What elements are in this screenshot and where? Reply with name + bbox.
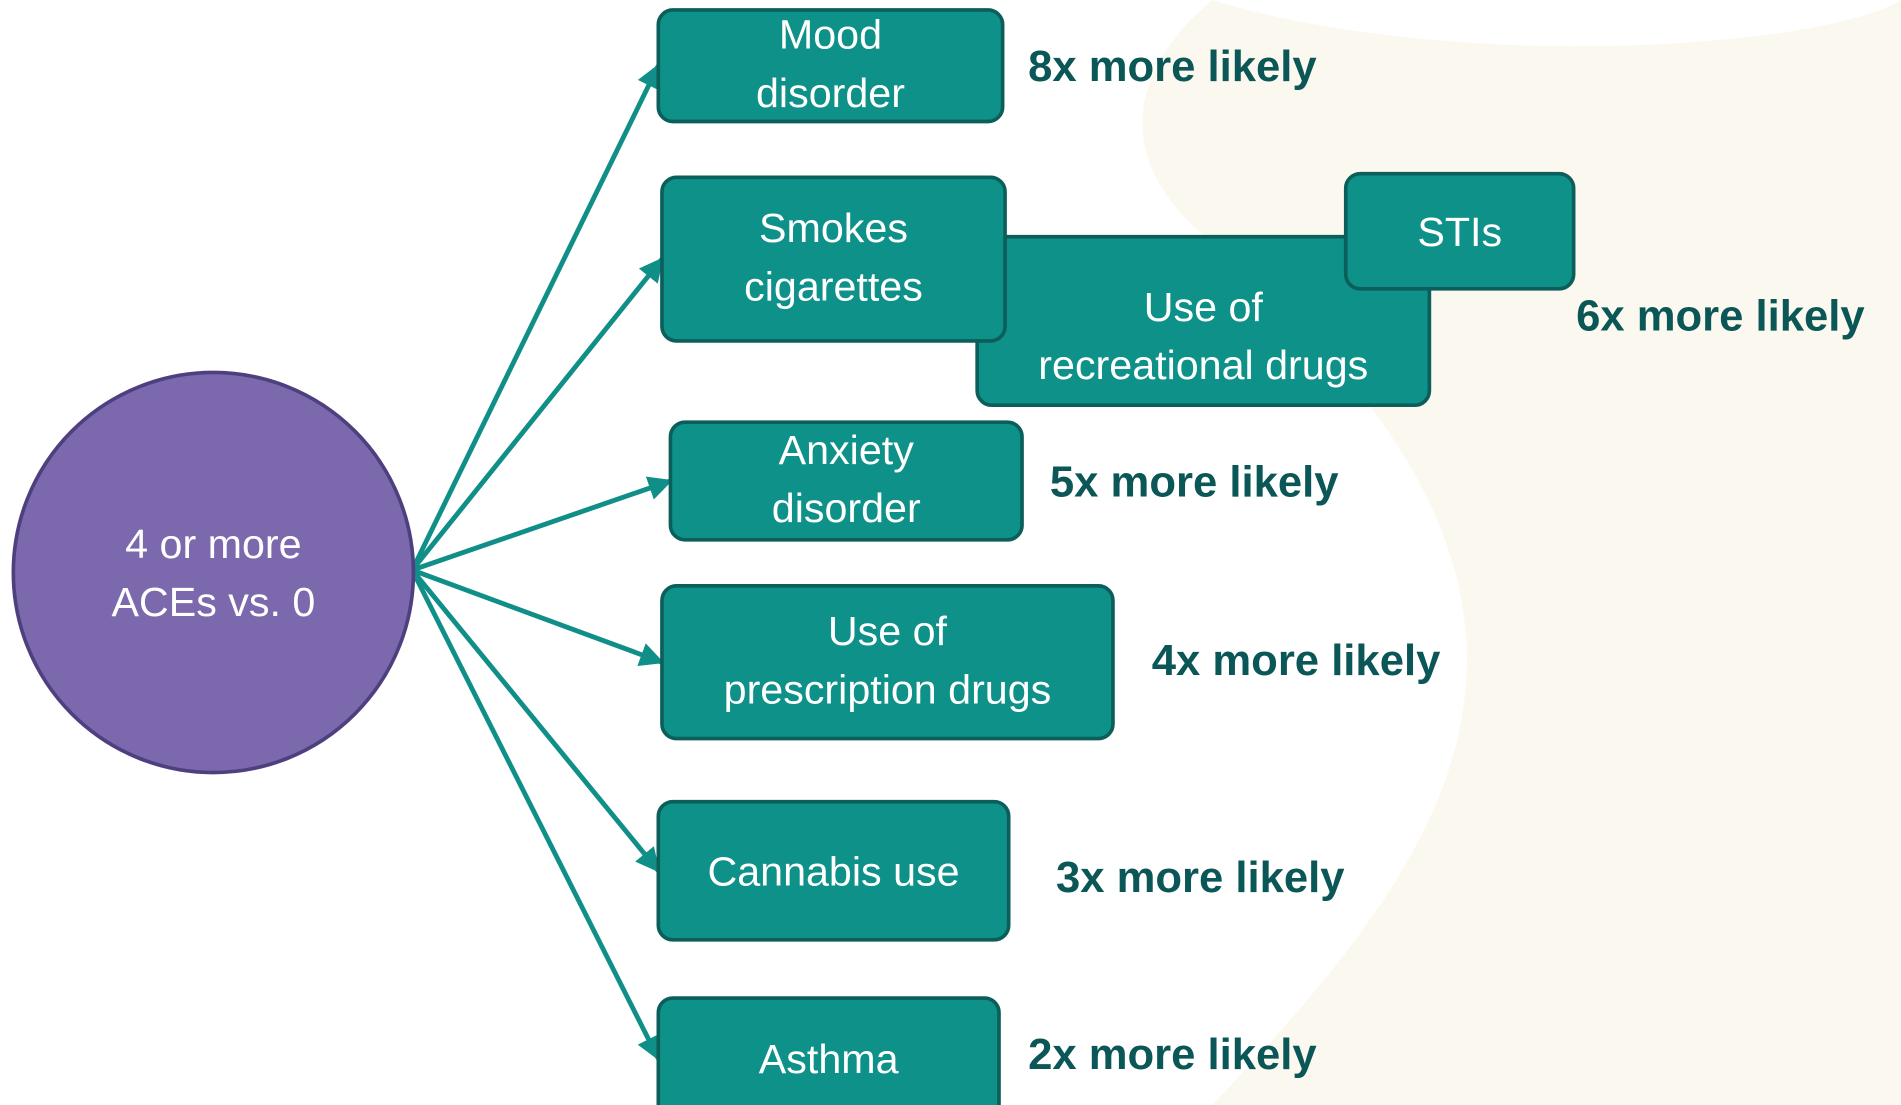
box bbox=[656, 8, 1005, 124]
center-circle bbox=[11, 370, 416, 775]
line-text: 4 or more bbox=[125, 521, 301, 567]
likelihood: 4x more likely bbox=[1152, 636, 1441, 685]
arrow bbox=[410, 568, 661, 873]
outcome-box: Cannabis use bbox=[656, 799, 1011, 942]
arrows bbox=[410, 63, 673, 1061]
arrow bbox=[411, 567, 665, 667]
outcome-box: Asthma bbox=[656, 996, 1001, 1105]
line-text: disorder bbox=[772, 485, 921, 531]
center-label: 4 or more ACEs vs. 0 bbox=[111, 521, 315, 625]
box bbox=[656, 799, 1011, 942]
line-text: Asthma bbox=[759, 1036, 899, 1082]
likelihood: 2x more likely bbox=[1028, 1030, 1317, 1079]
arrow bbox=[411, 476, 673, 573]
line-text: Mood bbox=[779, 12, 882, 58]
outcome-box: Anxiety disorder bbox=[668, 420, 1024, 542]
line-text: Anxiety bbox=[779, 427, 915, 473]
likelihood: 6x more likely bbox=[1576, 292, 1865, 341]
box bbox=[1343, 171, 1576, 291]
likelihood: 3x more likely bbox=[1056, 853, 1345, 902]
line-text: recreational drugs bbox=[1038, 342, 1368, 388]
line-text: ACEs vs. 0 bbox=[111, 579, 315, 625]
line-text: STIs bbox=[1417, 209, 1502, 255]
outcome-box: Smokes cigarettes bbox=[660, 175, 1007, 343]
arrow bbox=[410, 63, 661, 572]
box bbox=[668, 420, 1024, 542]
line-text: cigarettes bbox=[744, 263, 923, 309]
likelihood: 5x more likely bbox=[1050, 458, 1339, 507]
arrow bbox=[410, 257, 664, 572]
likelihood: 8x more likely bbox=[1028, 42, 1317, 91]
background-leaf bbox=[1142, 0, 1901, 1105]
line-text: Use of bbox=[828, 608, 948, 654]
outcome-box: Use of recreational drugs bbox=[975, 234, 1432, 408]
outcome-box: Mood disorder bbox=[656, 8, 1005, 124]
box bbox=[660, 584, 1115, 741]
line-text: disorder bbox=[756, 70, 905, 116]
box bbox=[656, 996, 1001, 1105]
box bbox=[660, 175, 1007, 343]
line-text: prescription drugs bbox=[724, 666, 1052, 712]
line-text: Use of bbox=[1144, 284, 1264, 330]
outcome-box: Use of prescription drugs bbox=[660, 584, 1115, 741]
boxes: Mood disorder Use of recreational drugs Smok… bbox=[656, 8, 1865, 1105]
line-text: Cannabis use bbox=[707, 848, 959, 894]
line-text: Smokes bbox=[759, 205, 908, 251]
arrow bbox=[410, 568, 661, 1061]
outcome-box: STIs bbox=[1343, 171, 1576, 291]
